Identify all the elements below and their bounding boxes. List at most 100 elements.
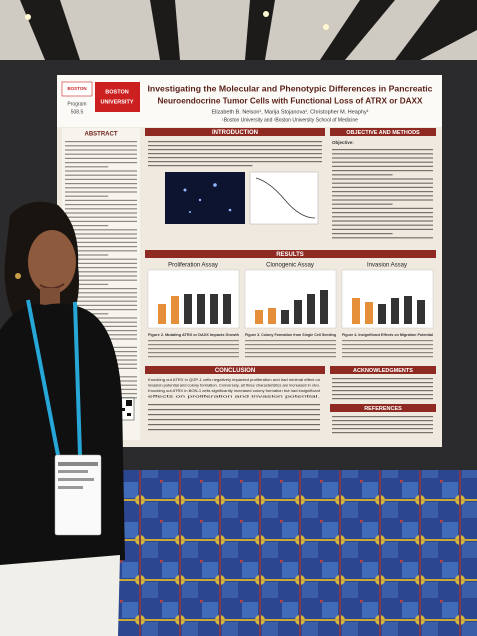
text-line	[65, 162, 137, 164]
text-line	[332, 178, 433, 180]
text-line	[148, 344, 239, 346]
text-line	[332, 186, 433, 188]
text-line	[65, 321, 137, 323]
conclusion-line: Knocking out ATRX in QGP-1 cells negativ…	[148, 378, 320, 382]
text-line	[65, 183, 137, 185]
text-line	[332, 432, 433, 434]
poster-authors: Elizabeth B. Nelson¹, Marija Stojanova¹,…	[211, 109, 368, 115]
text-line	[148, 153, 322, 155]
conclusion-line: effects on proliferation and invasion po…	[148, 395, 320, 399]
chart-bar	[223, 294, 231, 324]
text-line	[332, 216, 433, 218]
conclusion-line: Knocking out ATRX in BON-1 cells signifi…	[148, 389, 321, 393]
text-line	[332, 220, 433, 222]
text-line	[65, 157, 137, 159]
text-line	[65, 300, 137, 302]
text-line	[65, 233, 137, 235]
text-line	[245, 356, 336, 358]
text-line	[65, 199, 137, 201]
text-line	[65, 204, 137, 206]
text-line	[65, 262, 137, 264]
text-line	[332, 224, 433, 226]
section-heading: INTRODUCTION	[212, 130, 258, 136]
section-heading: REFERENCES	[364, 406, 402, 412]
text-line	[65, 309, 137, 311]
chart-bar	[417, 300, 425, 324]
objective-heading: Objective:	[332, 140, 354, 145]
logo-text: BOSTON	[105, 89, 128, 95]
chart-bar	[158, 304, 166, 324]
text-line	[148, 356, 239, 358]
section-bar	[145, 366, 325, 374]
text-line	[148, 157, 322, 159]
chart-title: Proliferation Assay	[168, 263, 218, 269]
text-line	[65, 292, 137, 294]
section-bar	[145, 128, 325, 136]
chart-bar	[404, 296, 412, 324]
microscopy-image	[183, 183, 232, 213]
text-line	[65, 153, 137, 155]
text-line	[148, 419, 320, 421]
person	[0, 201, 125, 636]
text-line	[332, 199, 433, 201]
conclusion-line: invasion potential and colony formation.…	[148, 384, 320, 388]
text-line	[245, 340, 336, 342]
program-number: 508.5	[71, 109, 84, 115]
chart-bar	[281, 310, 289, 324]
text-line	[65, 317, 137, 319]
chart-bar	[197, 294, 205, 324]
text-line	[148, 409, 320, 411]
chart-bar	[255, 310, 263, 324]
text-line	[148, 149, 322, 151]
text-line	[65, 246, 137, 248]
section-heading: ABSTRACT	[85, 132, 118, 138]
section-bar	[145, 250, 436, 258]
poster-affiliations: ¹Boston University and ¹Boston Universit…	[222, 117, 358, 123]
text-line	[65, 149, 137, 151]
logo-box	[61, 81, 93, 97]
text-line	[148, 348, 239, 350]
section-bar	[330, 128, 436, 136]
acknowledgments-text	[332, 378, 433, 400]
ceiling-light	[323, 24, 329, 30]
text-line	[65, 191, 137, 193]
program-label: Program	[67, 101, 86, 107]
text-line	[332, 161, 433, 163]
logo-text: BOSTON	[67, 86, 86, 91]
figure-caption: Figure 4. Insignificant Effects on Migra…	[342, 333, 433, 337]
chart-bar	[294, 300, 302, 324]
text-line	[332, 203, 393, 205]
text-line	[342, 356, 433, 358]
text-line	[65, 250, 137, 252]
chart-bar	[378, 304, 386, 324]
chart-bar	[210, 294, 218, 324]
text-line	[148, 424, 320, 426]
text-line	[65, 275, 137, 277]
text-line	[332, 416, 433, 418]
section-bar	[330, 404, 436, 412]
text-line	[332, 153, 433, 155]
text-line	[332, 424, 433, 426]
text-line	[65, 283, 109, 285]
text-line	[65, 288, 137, 290]
text-line	[148, 352, 239, 354]
text-line	[65, 267, 137, 269]
text-line	[332, 428, 433, 430]
text-line	[148, 145, 322, 147]
text-line	[332, 191, 433, 193]
text-line	[332, 182, 433, 184]
text-line	[332, 170, 433, 172]
section-bar	[330, 366, 436, 374]
text-line	[65, 225, 109, 227]
text-line	[342, 352, 433, 354]
text-line	[332, 420, 433, 422]
text-line	[65, 195, 109, 197]
section-heading: OBJECTIVE AND METHODS	[346, 130, 420, 136]
results-charts: Proliferation Assay Figure 2. Mutating AT…	[147, 263, 434, 358]
text-line	[332, 382, 433, 384]
text-line	[65, 241, 137, 243]
text-line	[65, 216, 137, 218]
figure-caption: Figure 3. Colony Formation from Single C…	[245, 333, 336, 337]
logo-box	[95, 82, 140, 112]
